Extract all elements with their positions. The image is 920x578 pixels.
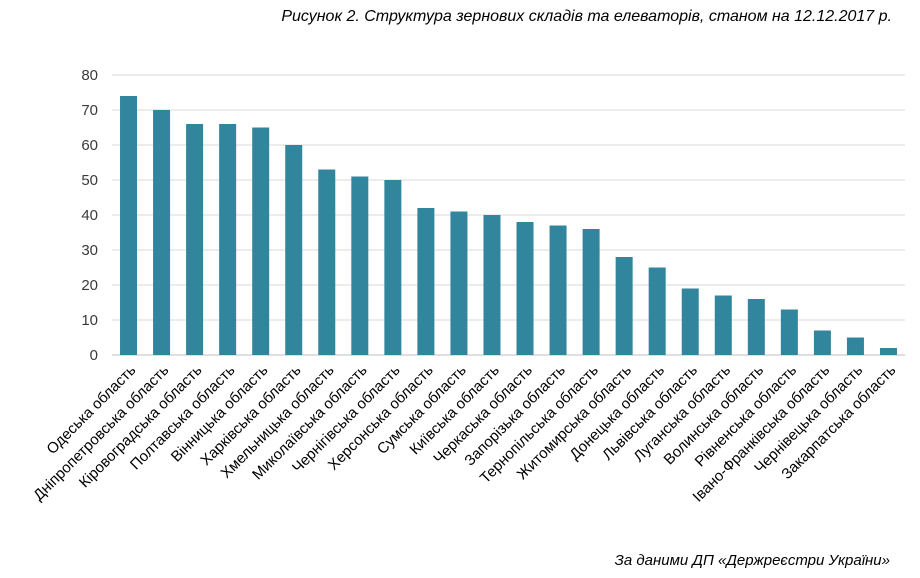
y-tick-label: 20 xyxy=(81,277,98,294)
y-tick-label: 30 xyxy=(81,242,98,259)
bar xyxy=(219,124,237,355)
chart-title: Рисунок 2. Структура зернових складів та… xyxy=(281,8,892,25)
bar xyxy=(615,257,633,355)
bar xyxy=(813,330,831,355)
bar xyxy=(318,169,336,355)
bar xyxy=(285,145,303,355)
bar xyxy=(714,295,732,355)
y-tick-label: 70 xyxy=(81,102,98,119)
y-tick-label: 40 xyxy=(81,207,98,224)
bar xyxy=(681,288,699,355)
bar xyxy=(384,180,402,355)
bar xyxy=(483,215,501,355)
bar xyxy=(153,110,171,355)
y-tick-label: 80 xyxy=(81,67,98,84)
bar xyxy=(252,127,270,355)
y-tick-label: 10 xyxy=(81,312,98,329)
bar xyxy=(879,348,897,355)
bar xyxy=(120,96,138,355)
bar xyxy=(582,229,600,355)
bar xyxy=(747,299,765,355)
bar xyxy=(186,124,204,355)
bar xyxy=(846,337,864,355)
x-tick-label: Дніпропетровська область xyxy=(30,362,172,504)
y-tick-label: 50 xyxy=(81,172,98,189)
bar xyxy=(516,222,534,355)
bar xyxy=(417,208,435,355)
bar xyxy=(450,211,468,355)
chart-source-note: За даними ДП «Держреєстри України» xyxy=(614,552,890,569)
y-tick-label: 0 xyxy=(90,347,98,364)
bar xyxy=(780,309,798,355)
bar xyxy=(351,176,369,355)
bar xyxy=(549,225,567,355)
y-tick-label: 60 xyxy=(81,137,98,154)
bar xyxy=(648,267,666,355)
